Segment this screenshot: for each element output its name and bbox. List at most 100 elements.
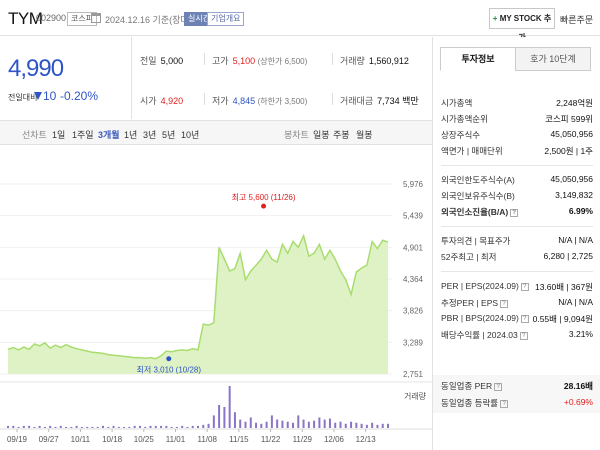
trade-amount: 거래대금 7,734 백만 xyxy=(340,96,419,106)
volume-bar xyxy=(328,418,331,428)
volume-bar xyxy=(339,421,342,428)
volume-bar xyxy=(350,421,353,428)
stock-code: 002900 xyxy=(36,13,67,23)
volume-bar xyxy=(175,426,178,428)
company-overview-button[interactable]: 기업개요 xyxy=(207,12,245,26)
help-icon[interactable]: ? xyxy=(519,331,528,340)
reference-date: 2024.12.16 기준(장마감) xyxy=(105,15,200,25)
x-tick-label: 11/15 xyxy=(229,435,249,444)
volume-bar xyxy=(313,420,316,428)
x-tick-label: 11/29 xyxy=(293,435,313,444)
high-marker xyxy=(261,203,267,209)
candle-weekly[interactable]: 주봉 xyxy=(333,130,350,140)
divider xyxy=(332,93,333,105)
volume-bar xyxy=(165,425,168,428)
volume-bar xyxy=(102,425,104,428)
help-icon[interactable]: ? xyxy=(520,282,529,291)
realtime-button[interactable]: 실시간 xyxy=(184,12,215,26)
line-chart-label[interactable]: 선차트 xyxy=(22,130,47,140)
volume-bar xyxy=(381,423,384,428)
volume-bar xyxy=(197,425,199,428)
down-arrow-icon xyxy=(34,92,42,100)
period-3y[interactable]: 3년 xyxy=(143,130,157,140)
divider xyxy=(441,226,593,227)
candle-monthly[interactable]: 월봉 xyxy=(356,130,373,140)
x-tick-label: 11/01 xyxy=(166,435,186,444)
opinion-row: 투자의견 | 목표주가 N/A | N/A xyxy=(441,235,593,246)
volume-bar xyxy=(286,421,289,428)
tab-top10[interactable]: 호가 10단계 xyxy=(515,47,591,71)
x-tick-label: 09/19 xyxy=(7,435,28,444)
volume-bar xyxy=(123,426,126,428)
w52-row: 52주최고 | 최저 6,280 | 2,725 xyxy=(441,251,593,262)
y-tick-label: 3,289 xyxy=(403,338,424,347)
foreign-limit-row: 외국인한도주식수(A) 45,050,956 xyxy=(441,174,593,185)
volume-bar xyxy=(17,426,20,428)
market-badge: 코스피 xyxy=(67,12,98,26)
volume-bar xyxy=(65,426,68,428)
change-label: 전일대비 xyxy=(8,93,38,102)
y-tick-label: 3,826 xyxy=(403,307,424,316)
volume-label: 거래량 xyxy=(404,391,427,401)
help-icon[interactable]: ? xyxy=(500,299,509,308)
volume-bar xyxy=(365,424,368,428)
open-price: 시가 4,920 xyxy=(140,96,184,106)
volume-bar xyxy=(107,426,110,428)
volume-bar xyxy=(154,425,157,428)
per-row: PER | EPS(2024.09)? 13.60배 | 367원 xyxy=(441,281,593,292)
shares-row: 상장주식수 45,050,956 xyxy=(441,129,593,140)
low-price: 저가 4,845 (하한가 3,500) xyxy=(212,96,308,106)
change-rate: -0.20% xyxy=(60,89,99,103)
volume-bar xyxy=(255,422,258,428)
volume-bar xyxy=(212,415,215,428)
help-icon[interactable]: ? xyxy=(494,382,503,391)
x-tick-label: 10/11 xyxy=(71,435,91,444)
divider xyxy=(204,53,205,65)
price-area xyxy=(8,235,388,374)
volume-bar xyxy=(223,407,226,428)
industry-per-row: 동일업종 PER? 28.16배 xyxy=(441,381,593,391)
volume-bar xyxy=(334,422,337,428)
quick-order-link[interactable]: 빠른주문 xyxy=(560,15,594,25)
x-tick-label: 10/25 xyxy=(134,435,155,444)
volume-bar xyxy=(355,422,358,428)
calendar-icon xyxy=(91,13,101,23)
help-icon[interactable]: ? xyxy=(510,208,519,217)
volume-bar xyxy=(86,426,89,428)
period-1y[interactable]: 1년 xyxy=(124,130,138,140)
volume-bar xyxy=(128,426,131,428)
price-chart: 5,976 5,439 4,901 4,364 3,826 3,289 2,751 최고 5,… xyxy=(0,180,432,444)
divider xyxy=(204,93,205,105)
stock-name: TYM xyxy=(8,9,43,28)
industry-bg xyxy=(433,375,600,413)
y-tick-label: 5,439 xyxy=(403,212,424,221)
period-1w[interactable]: 1주일 xyxy=(72,130,94,140)
period-10y[interactable]: 10년 xyxy=(181,130,200,140)
top-bar: TYM 002900 코스피 2024.12.16 기준(장마감) 실시간 기업… xyxy=(0,0,600,42)
help-icon[interactable]: ? xyxy=(520,314,529,323)
volume-bar xyxy=(239,419,242,428)
foreign-hold-row: 외국인보유주식수(B) 3,149,832 xyxy=(441,190,593,201)
volume-bar xyxy=(43,426,46,428)
volume-bar xyxy=(323,419,326,428)
volume-bar xyxy=(228,386,231,428)
candle-daily[interactable]: 일봉 xyxy=(313,130,330,140)
volume-bar xyxy=(38,425,41,428)
period-1d[interactable]: 1일 xyxy=(52,130,66,140)
volume-bar xyxy=(297,415,300,428)
rank-row: 시가총액순위 코스피 599위 xyxy=(441,114,593,124)
candle-chart-label[interactable]: 봉차트 xyxy=(284,130,309,140)
period-3m[interactable]: 3개월 xyxy=(98,130,120,140)
divider xyxy=(441,165,593,166)
divider xyxy=(332,53,333,65)
period-5y[interactable]: 5년 xyxy=(162,130,176,140)
volume-bar xyxy=(302,419,305,428)
est-per-row: 추정PER | EPS? N/A | N/A xyxy=(441,297,593,308)
price-block: 4,990 전일대비 10 -0.20% xyxy=(0,37,132,119)
x-tick-label: 12/13 xyxy=(356,435,377,444)
help-icon[interactable]: ? xyxy=(500,399,509,408)
volume-bar xyxy=(138,425,141,428)
add-mystock-button[interactable]: + MY STOCK 추가 xyxy=(489,8,555,42)
price-chart-area: 5,976 5,439 4,901 4,364 3,826 3,289 2,751 최고 5,… xyxy=(0,146,432,450)
tab-invest-info[interactable]: 투자정보 xyxy=(440,47,516,71)
